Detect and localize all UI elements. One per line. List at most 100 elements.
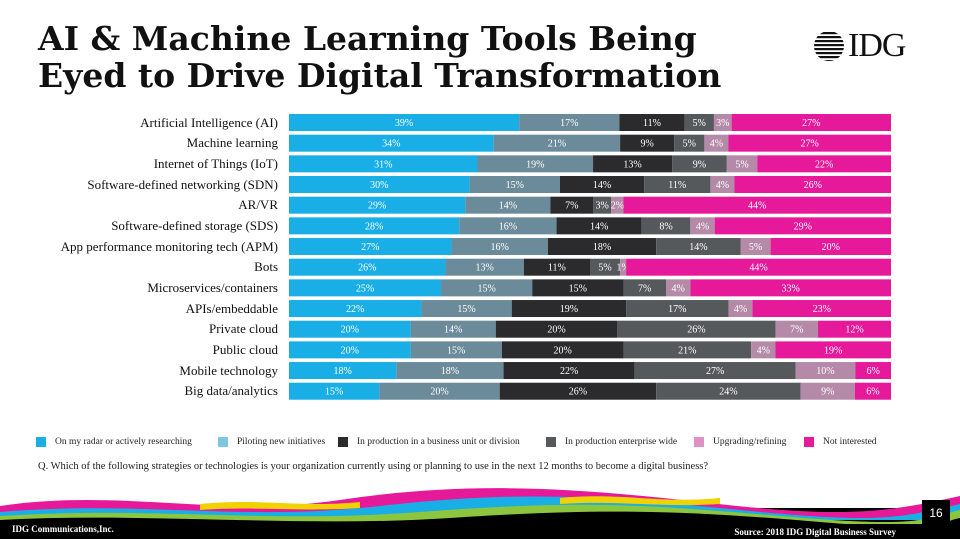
data-label: 10%: [816, 366, 834, 377]
row-label: Public cloud: [212, 341, 278, 357]
bar-segment: [593, 155, 673, 173]
bar-segment: [289, 382, 380, 400]
bar-segment: [547, 238, 657, 256]
row-label: Internet of Things (IoT): [153, 155, 278, 171]
bar-segment: [731, 114, 891, 131]
data-label: 20%: [341, 325, 359, 336]
data-label: 22%: [815, 159, 833, 170]
data-label: 9%: [641, 139, 654, 150]
bar-segment: [493, 134, 621, 152]
legend-label: Upgrading/refining: [713, 437, 787, 447]
legend-swatch: [338, 437, 348, 447]
bar-segment: [289, 300, 422, 318]
legend-item: Piloting new initiatives: [218, 437, 325, 447]
bar-segment: [289, 238, 452, 256]
row-label: Big data/analytics: [184, 383, 278, 399]
survey-question: Q. Which of the following strategies or …: [38, 461, 709, 472]
data-label: 5%: [749, 242, 762, 253]
bar-segment: [710, 176, 735, 194]
bar-segment: [641, 217, 691, 235]
bar-segment: [855, 362, 891, 380]
data-label: 4%: [734, 304, 747, 315]
data-label: 27%: [801, 139, 819, 150]
bar-segment: [818, 320, 891, 338]
data-label: 8%: [659, 221, 672, 232]
data-label: 39%: [395, 118, 413, 129]
row-label: APIs/embeddable: [185, 300, 278, 316]
legend-swatch: [546, 437, 556, 447]
data-label: 18%: [333, 366, 351, 377]
legend-swatch: [218, 437, 228, 447]
bar-segment: [289, 320, 411, 338]
bar-segment: [770, 238, 891, 256]
bar-segment: [800, 382, 855, 400]
bar-segment: [477, 155, 594, 173]
data-label: 24%: [719, 387, 737, 398]
data-label: 25%: [356, 283, 374, 294]
globe-icon: [814, 32, 844, 61]
legend-label: In production in a business unit or divi…: [357, 437, 520, 447]
data-label: 2%: [611, 201, 624, 212]
row-label: Artificial Intelligence (AI): [140, 114, 278, 130]
page-title: AI & Machine Learning Tools Being Eyed t…: [38, 20, 798, 94]
legend-label: Piloting new initiatives: [237, 437, 326, 447]
bar-segment: [445, 258, 524, 276]
data-label: 15%: [569, 283, 587, 294]
footer-source: Source: 2018 IDG Digital Business Survey: [734, 527, 896, 537]
data-label: 14%: [590, 221, 608, 232]
bar-segment: [556, 217, 642, 235]
data-label: 34%: [382, 139, 400, 150]
data-label: 44%: [749, 263, 767, 274]
data-label: 26%: [804, 180, 822, 191]
bar-segment: [523, 258, 590, 276]
bar-segment: [289, 341, 411, 359]
bar-segment: [634, 362, 796, 380]
row-label: Private cloud: [209, 321, 278, 337]
bar-segment: [726, 155, 758, 173]
bar-segment: [617, 320, 776, 338]
legend-item: Upgrading/refining: [694, 437, 786, 447]
bar-segment: [623, 279, 667, 297]
data-label: 18%: [441, 366, 459, 377]
bar-segment: [469, 176, 560, 194]
data-label: 33%: [781, 283, 799, 294]
bar-segment: [795, 362, 856, 380]
bar-segment: [396, 362, 504, 380]
row-label: Software-defined networking (SDN): [87, 176, 278, 192]
bar-segment: [289, 217, 460, 235]
data-label: 1%: [616, 263, 629, 274]
data-label: 3%: [595, 201, 608, 212]
data-label: 5%: [683, 139, 696, 150]
data-label: 7%: [565, 201, 578, 212]
data-label: 11%: [643, 118, 661, 129]
data-label: 6%: [866, 387, 879, 398]
data-label: 22%: [560, 366, 578, 377]
data-label: 15%: [457, 304, 475, 315]
bar-segment: [451, 238, 548, 256]
bar-segment: [684, 114, 714, 131]
data-label: 21%: [548, 139, 566, 150]
legend: On my radar or actively researching Pilot…: [36, 437, 936, 453]
bar-segment: [752, 300, 891, 318]
bar-segment: [757, 155, 891, 173]
bar-segment: [441, 279, 533, 297]
bar-segment: [656, 382, 801, 400]
bar-segment: [501, 341, 624, 359]
idg-logo: IDG: [812, 27, 906, 64]
bar-segment: [519, 114, 620, 131]
bar-segment: [623, 341, 752, 359]
stacked-bar-chart: 39% 17% 11% 5% 3% 27% 34% 21% 9% 5% 4% 27% 31% 19% 13%…: [289, 114, 891, 400]
title-line-2: Eyed to Drive Digital Transformation: [38, 56, 722, 95]
title-line-1: AI & Machine Learning Tools Being: [38, 19, 697, 58]
data-label: 31%: [374, 159, 392, 170]
row-label: Machine learning: [186, 135, 278, 151]
logo-text: IDG: [848, 27, 906, 64]
legend-label: On my radar or actively researching: [55, 437, 192, 447]
data-label: 19%: [824, 345, 842, 356]
bar-segment: [410, 341, 502, 359]
data-label: 15%: [325, 387, 343, 398]
data-label: 5%: [693, 118, 706, 129]
data-label: 14%: [689, 242, 707, 253]
bar-segment: [289, 362, 397, 380]
row-label: Bots: [254, 259, 278, 275]
